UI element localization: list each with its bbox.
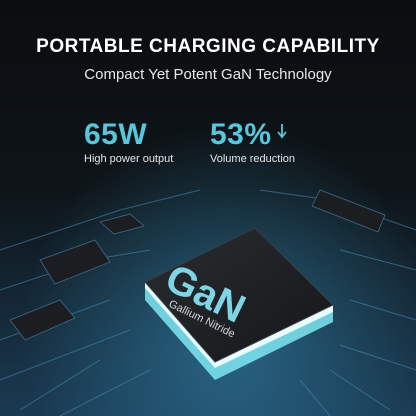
stat-value: 53% [210, 118, 272, 151]
title: PORTABLE CHARGING CAPABILITY [36, 36, 380, 57]
stat-value: 65W [84, 118, 148, 151]
stat-label: Volume reduction [210, 153, 295, 165]
circuit-lines [0, 189, 416, 416]
stat-label: High power output [84, 153, 174, 165]
small-chips [9, 189, 386, 341]
gan-chip [144, 227, 334, 380]
subtitle: Compact Yet Potent GaN Technology [84, 66, 332, 83]
